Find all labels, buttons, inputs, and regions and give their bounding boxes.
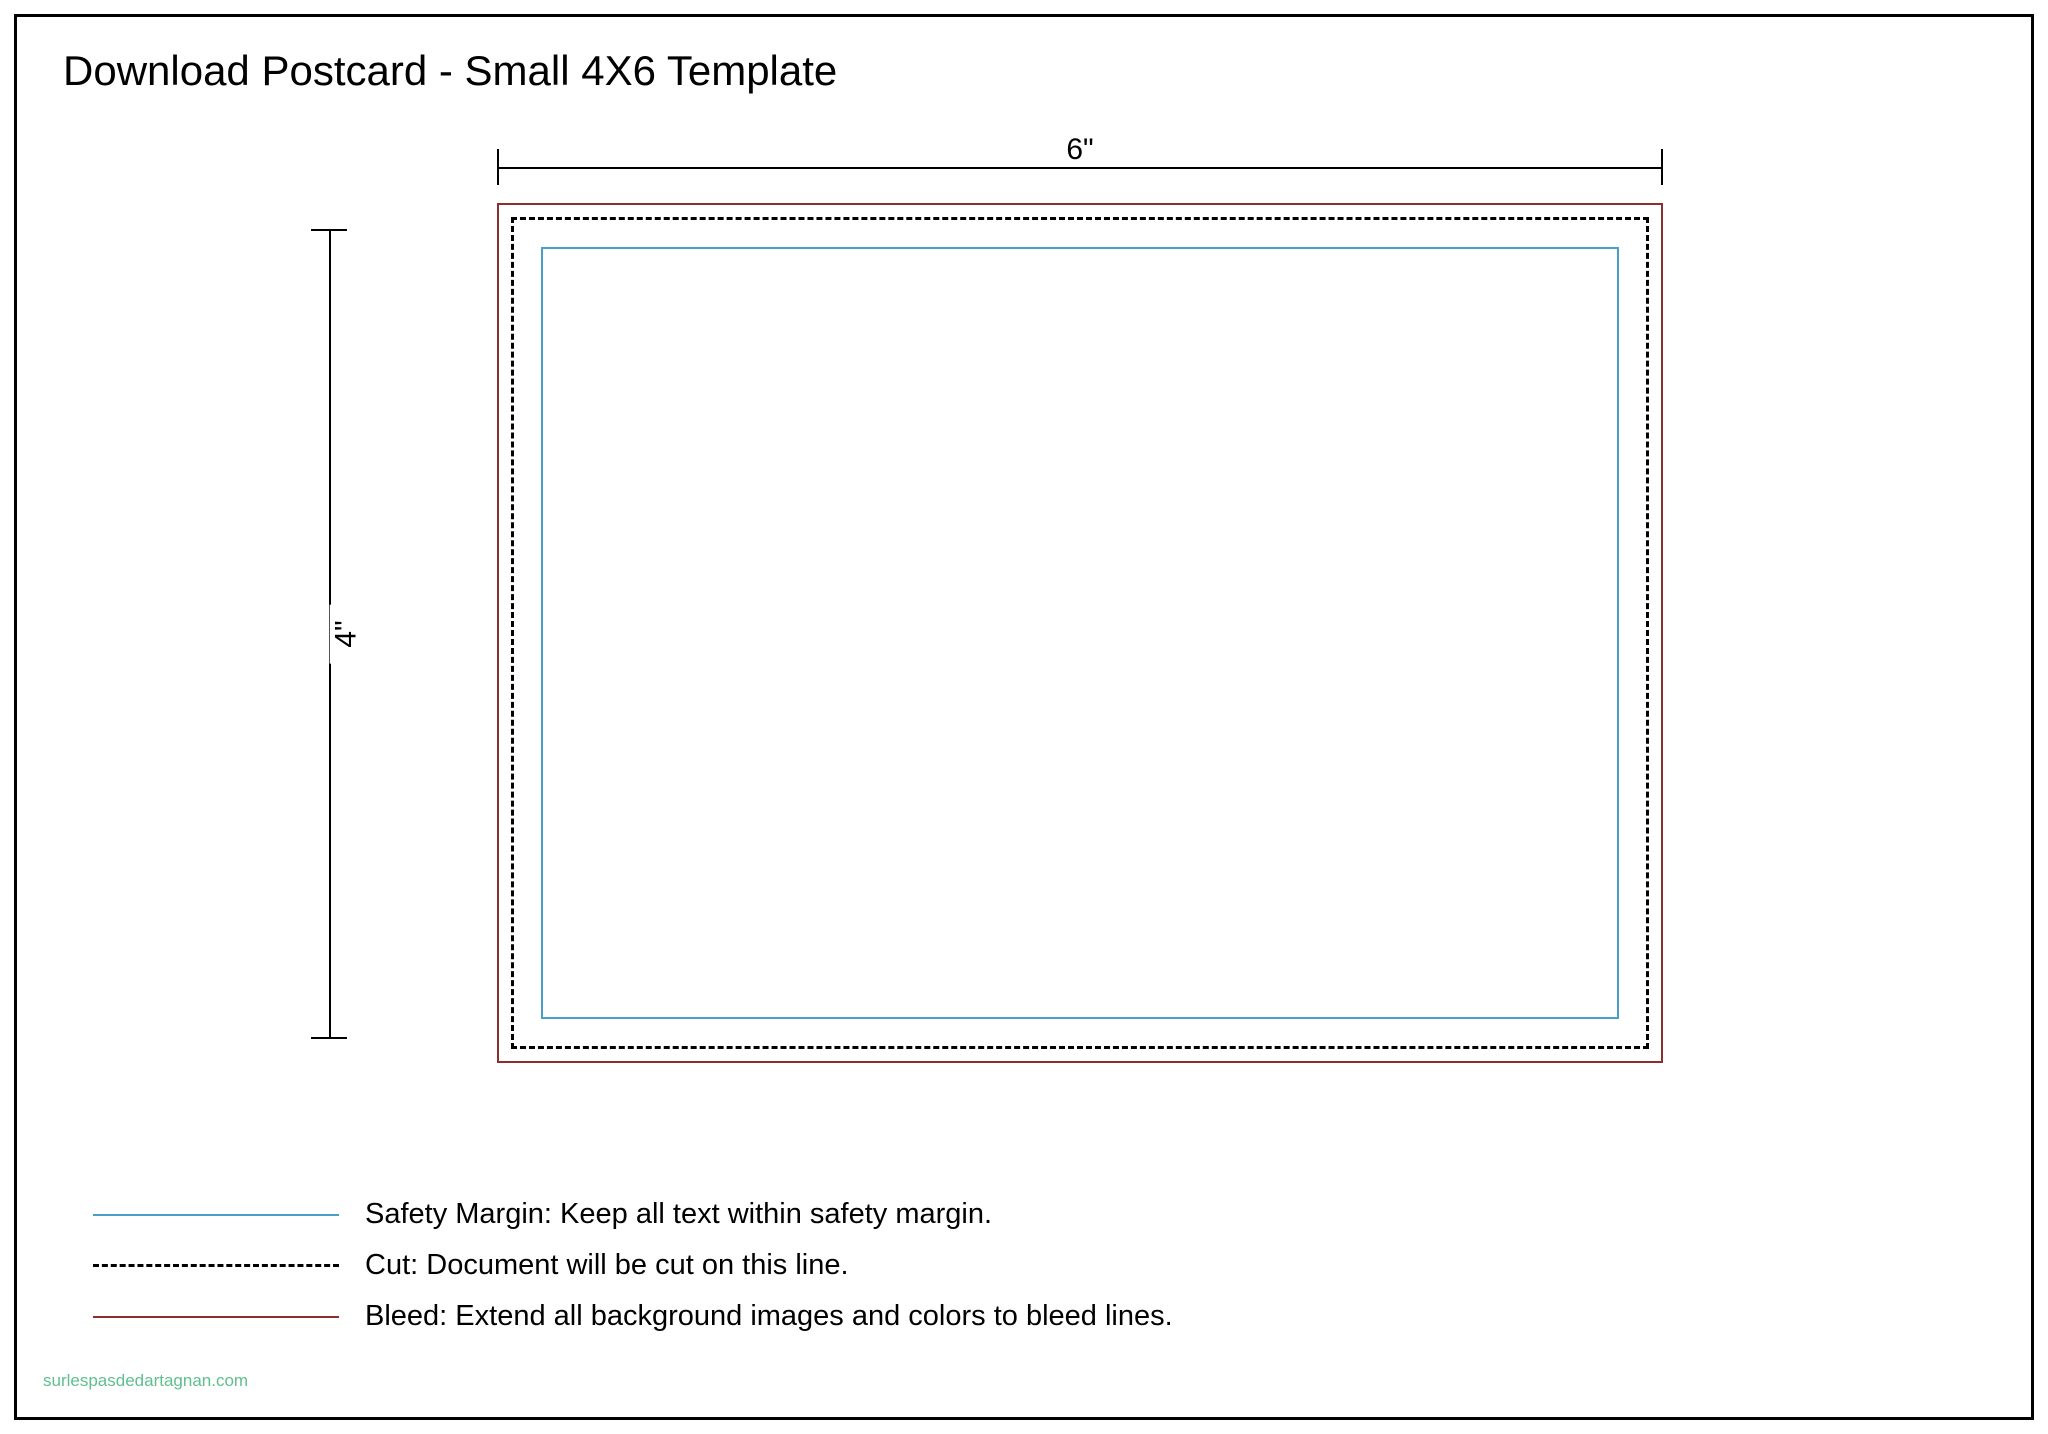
legend-line-bleed xyxy=(93,1316,339,1318)
diagram-area: 6" 4" xyxy=(277,141,1663,1101)
width-dim-label: 6" xyxy=(1050,133,1109,167)
postcard-container xyxy=(497,203,1663,1063)
legend-row-cut: Cut: Document will be cut on this line. xyxy=(93,1249,1173,1282)
legend: Safety Margin: Keep all text within safe… xyxy=(93,1198,1173,1351)
legend-label-safety: Safety Margin: Keep all text within safe… xyxy=(365,1198,992,1231)
height-dimension: 4" xyxy=(303,229,363,1039)
watermark: surlespasdedartagnan.com xyxy=(43,1371,248,1391)
legend-bleed-title: Bleed: xyxy=(365,1300,447,1332)
legend-cut-desc: Document will be cut on this line. xyxy=(426,1249,848,1281)
legend-label-cut: Cut: Document will be cut on this line. xyxy=(365,1249,849,1282)
legend-row-bleed: Bleed: Extend all background images and … xyxy=(93,1300,1173,1333)
legend-line-cut xyxy=(93,1264,339,1267)
legend-cut-title: Cut: xyxy=(365,1249,418,1281)
width-dim-line xyxy=(497,167,1663,169)
width-dimension: 6" xyxy=(497,141,1663,201)
height-dim-tick-bottom xyxy=(311,1037,347,1039)
legend-line-safety xyxy=(93,1214,339,1216)
width-dim-tick-right xyxy=(1661,149,1663,185)
legend-safety-desc: Keep all text within safety margin. xyxy=(560,1198,992,1230)
legend-row-safety: Safety Margin: Keep all text within safe… xyxy=(93,1198,1173,1231)
legend-bleed-desc: Extend all background images and colors … xyxy=(455,1300,1172,1332)
width-dim-tick-left xyxy=(497,149,499,185)
outer-frame: Download Postcard - Small 4X6 Template 6… xyxy=(14,14,2034,1420)
page-title: Download Postcard - Small 4X6 Template xyxy=(63,47,837,95)
safety-rectangle xyxy=(541,247,1619,1019)
height-dim-tick-top xyxy=(311,229,347,231)
legend-safety-title: Safety Margin: xyxy=(365,1198,552,1230)
legend-label-bleed: Bleed: Extend all background images and … xyxy=(365,1300,1173,1333)
height-dim-label: 4" xyxy=(330,604,364,663)
